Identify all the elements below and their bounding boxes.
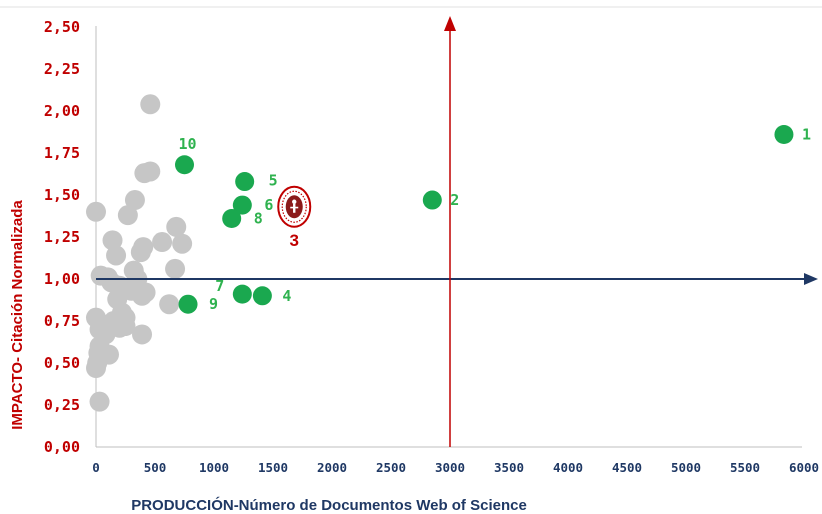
axes [95, 26, 802, 448]
green-data-point [774, 125, 794, 145]
gray-data-point [86, 358, 106, 379]
gray-data-point [132, 324, 153, 345]
gray-data-point [130, 242, 151, 263]
gray-data-point [152, 232, 173, 253]
y-tick-label: 1,75 [44, 144, 80, 162]
reference-lines [96, 16, 818, 447]
point-label: 8 [254, 210, 263, 228]
green-data-point [422, 190, 442, 210]
point-label: 4 [282, 287, 291, 305]
highlight-point-label: 3 [290, 231, 299, 250]
green-data-point [175, 155, 194, 175]
x-tick-label: 5000 [671, 460, 701, 475]
point-label: 5 [269, 172, 278, 190]
x-tick-label: 2000 [317, 460, 347, 475]
gray-data-point [172, 233, 193, 254]
x-tick-label: 6000 [789, 460, 819, 475]
y-tick-label: 0,75 [44, 312, 80, 330]
gray-data-point [140, 161, 161, 182]
x-tick-label: 0 [92, 460, 100, 475]
gray-data-point [165, 258, 186, 279]
x-tick-label: 3500 [494, 460, 524, 475]
y-tick-label: 0,50 [44, 354, 80, 372]
green-data-point [232, 284, 252, 304]
green-data-point [232, 195, 252, 215]
x-tick-label: 500 [144, 460, 167, 475]
x-axis-title: PRODUCCIÓN-Número de Documentos Web of S… [131, 496, 527, 514]
gray-data-point [140, 94, 161, 115]
y-tick-labels: 0,00 0,25 0,50 0,75 1,00 1,25 1,50 1,75 2,00 2,25… [44, 18, 80, 456]
green-data-point [178, 294, 198, 314]
point-label: 2 [450, 191, 459, 209]
point-label: 6 [264, 196, 273, 214]
x-tick-label: 1500 [258, 460, 288, 475]
y-tick-label: 1,50 [44, 186, 80, 204]
gray-data-point [117, 205, 138, 226]
x-tick-label: 5500 [730, 460, 760, 475]
x-tick-label: 2500 [376, 460, 406, 475]
gray-points [86, 94, 193, 412]
gray-data-point [124, 190, 145, 211]
university-seal-icon [277, 185, 312, 228]
y-tick-label: 1,00 [44, 270, 80, 288]
green-data-point [252, 286, 272, 306]
y-tick-label: 0,25 [44, 396, 80, 414]
y-tick-label: 1,25 [44, 228, 80, 246]
gray-data-point [106, 245, 127, 266]
x-tick-label: 4500 [612, 460, 642, 475]
y-tick-label: 2,50 [44, 18, 80, 36]
x-tick-label: 4000 [553, 460, 583, 475]
point-label: 7 [215, 277, 224, 295]
vertical-arrowhead [444, 16, 456, 31]
gray-data-point [89, 391, 110, 412]
green-data-point [222, 209, 242, 229]
y-tick-label: 2,00 [44, 102, 80, 120]
x-tick-label: 1000 [199, 460, 229, 475]
gray-data-point [115, 316, 136, 337]
gray-data-point [166, 216, 187, 237]
gray-data-point [102, 230, 123, 251]
y-tick-label: 0,00 [44, 438, 80, 456]
x-tick-labels: 0 500 1000 1500 2000 2500 3000 3500 4000 4500 5000… [92, 460, 819, 475]
point-label: 1 [802, 126, 811, 144]
y-axis-title: IMPACTO- Citación Normalizada [9, 200, 26, 430]
x-tick-label: 3000 [435, 460, 465, 475]
green-points: 1 2 4 5 6 7 8 9 10 [175, 125, 811, 314]
green-data-point [235, 172, 255, 192]
gray-data-point [159, 294, 180, 315]
gray-data-point [86, 201, 106, 222]
highlight-points: 3 [277, 185, 312, 250]
horizontal-arrowhead [804, 273, 818, 285]
point-label: 10 [179, 135, 197, 153]
gray-data-point [132, 285, 153, 306]
y-tick-label: 2,25 [44, 60, 80, 78]
point-label: 9 [209, 295, 218, 313]
